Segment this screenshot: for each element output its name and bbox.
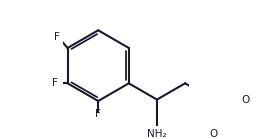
Text: O: O [241, 95, 249, 105]
Text: O: O [209, 130, 217, 139]
Text: F: F [54, 32, 60, 42]
Text: F: F [52, 78, 58, 88]
Text: F: F [95, 109, 101, 119]
Text: NH₂: NH₂ [147, 130, 167, 139]
